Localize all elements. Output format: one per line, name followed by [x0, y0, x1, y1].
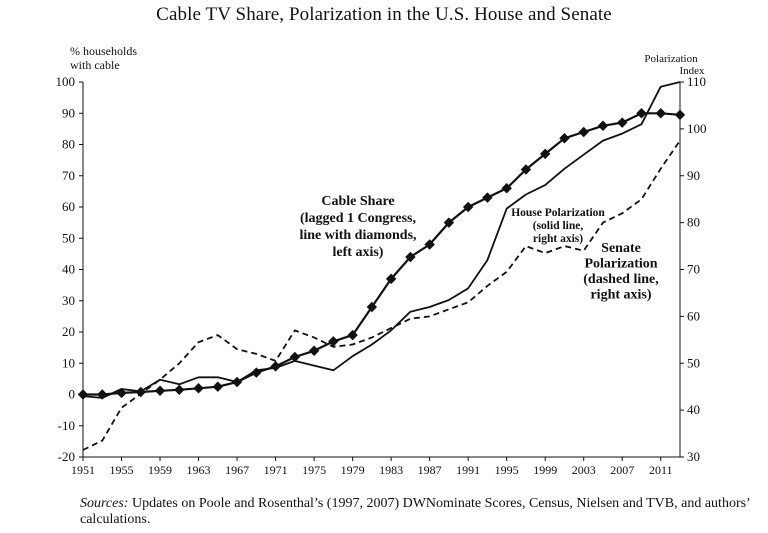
senate-polarization-line: [82, 140, 681, 451]
cable-share-diamond: [154, 385, 166, 396]
right-tick-label: 60: [687, 308, 700, 323]
senate-annotation-line: Polarization: [584, 257, 657, 272]
house-annotation-line: right axis): [533, 233, 583, 245]
senate-polarization-path: [82, 140, 681, 451]
left-tick-label: 100: [56, 74, 76, 89]
cable-share-diamond: [97, 389, 108, 400]
x-tick-label: 1951: [71, 463, 95, 477]
cable-share-diamond: [674, 109, 686, 121]
cable-annotation-line: line with diamonds,: [299, 228, 416, 243]
cable-share-diamond: [520, 164, 532, 175]
x-tick-label: 1967: [225, 463, 249, 477]
cable-share-diamond: [347, 329, 358, 341]
cable-share-diamond: [116, 387, 127, 399]
left-tick-label: 10: [62, 355, 75, 370]
cable-share-diamond: [231, 376, 243, 388]
left-axis-label: % households: [70, 44, 137, 58]
x-tick-label: 1995: [495, 463, 519, 477]
cable-share-diamond: [482, 192, 493, 203]
cable-annotation-line: left axis): [333, 245, 384, 260]
cable-annotation-line: Cable Share: [321, 194, 394, 209]
cable-share-diamond: [212, 381, 224, 392]
x-tick-label: 1979: [341, 463, 365, 477]
right-tick-label: 50: [687, 355, 700, 370]
house-annotation-line: House Polarization: [511, 207, 605, 219]
left-tick-label: -20: [58, 449, 75, 464]
house-polarization-path: [82, 81, 681, 399]
cable-share-diamond: [655, 108, 666, 119]
cable-annotation-line: (lagged 1 Congress,: [300, 211, 416, 226]
right-tick-label: 110: [687, 74, 706, 89]
cable-share-diamond: [328, 336, 339, 347]
cable-share-diamond: [77, 389, 89, 400]
source-label: Sources:: [80, 496, 129, 511]
x-tick-label: 1959: [148, 463, 172, 477]
left-tick-label: 20: [62, 324, 75, 339]
x-tick-label: 1971: [264, 463, 288, 477]
source-text: Updates on Poole and Rosenthal’s (1997, …: [80, 496, 750, 527]
cable-share-diamond: [289, 351, 301, 363]
left-tick-label: 80: [62, 137, 75, 152]
axes: -20 -10 0 10 20 30 40 50 60 70 80 90 100 30 40 50 60 70 80…: [56, 44, 707, 477]
left-tick-label: 70: [62, 168, 75, 183]
source-note: Sources: Updates on Poole and Rosenthal’…: [80, 496, 768, 528]
x-tick-label: 1975: [302, 463, 326, 477]
cable-share-diamond: [270, 361, 281, 372]
cable-share-diamond: [135, 386, 146, 398]
cable-share-diamond: [501, 183, 512, 194]
left-tick-label: 0: [69, 387, 76, 402]
cable-share-diamond: [366, 301, 378, 313]
cable-share-diamond: [636, 108, 647, 119]
right-tick-label: 100: [687, 121, 707, 136]
annotations: Cable Share (lagged 1 Congress, line with …: [299, 194, 658, 303]
house-polarization-line: [82, 81, 681, 399]
x-tick-label: 1991: [456, 463, 480, 477]
cable-share-diamond: [597, 120, 609, 131]
x-tick-label: 1983: [379, 463, 403, 477]
left-tick-label: 30: [62, 293, 75, 308]
cable-share-diamond: [443, 217, 455, 228]
cable-share-diamond: [385, 273, 397, 285]
cable-share-diamond: [462, 201, 474, 213]
cable-share-diamond: [308, 345, 320, 356]
left-tick-label: 90: [62, 105, 75, 120]
senate-annotation-line: (dashed line,: [583, 272, 658, 287]
right-axis-label: Index: [679, 65, 705, 77]
right-axis-label: Polarization: [644, 53, 698, 65]
right-tick-label: 40: [687, 402, 700, 417]
left-tick-label: 50: [62, 230, 75, 245]
x-tick-label: 1963: [187, 463, 211, 477]
cable-share-diamond: [617, 117, 628, 128]
right-tick-label: 30: [687, 449, 700, 464]
right-tick-label: 90: [687, 168, 700, 183]
right-tick-label: 80: [687, 215, 700, 230]
senate-annotation-line: Senate: [601, 241, 641, 256]
x-tick-label: 1955: [110, 463, 134, 477]
x-tick-label: 2007: [610, 463, 634, 477]
cable-share-diamond: [559, 133, 570, 144]
cable-share-diamond: [405, 251, 416, 263]
cable-share-diamond: [424, 239, 435, 250]
left-tick-label: 40: [62, 262, 75, 277]
cable-share-diamond: [174, 384, 185, 396]
x-tick-label: 2003: [572, 463, 596, 477]
x-tick-label: 1987: [418, 463, 442, 477]
cable-share-diamond: [539, 148, 551, 160]
house-annotation-line: (solid line,: [533, 220, 584, 232]
cable-share-diamond: [251, 367, 262, 378]
left-axis-label: with cable: [70, 58, 120, 72]
right-tick-label: 70: [687, 262, 700, 277]
chart-title: Cable TV Share, Polarization in the U.S.…: [156, 4, 612, 25]
cable-share-diamond: [578, 126, 589, 138]
senate-annotation-line: right axis): [590, 288, 651, 303]
x-tick-label: 2011: [649, 463, 673, 477]
cable-share-diamond: [193, 383, 204, 394]
x-tick-label: 1999: [533, 463, 557, 477]
left-tick-label: -10: [58, 418, 75, 433]
left-tick-label: 60: [62, 199, 75, 214]
cable-share-line: [77, 108, 686, 400]
